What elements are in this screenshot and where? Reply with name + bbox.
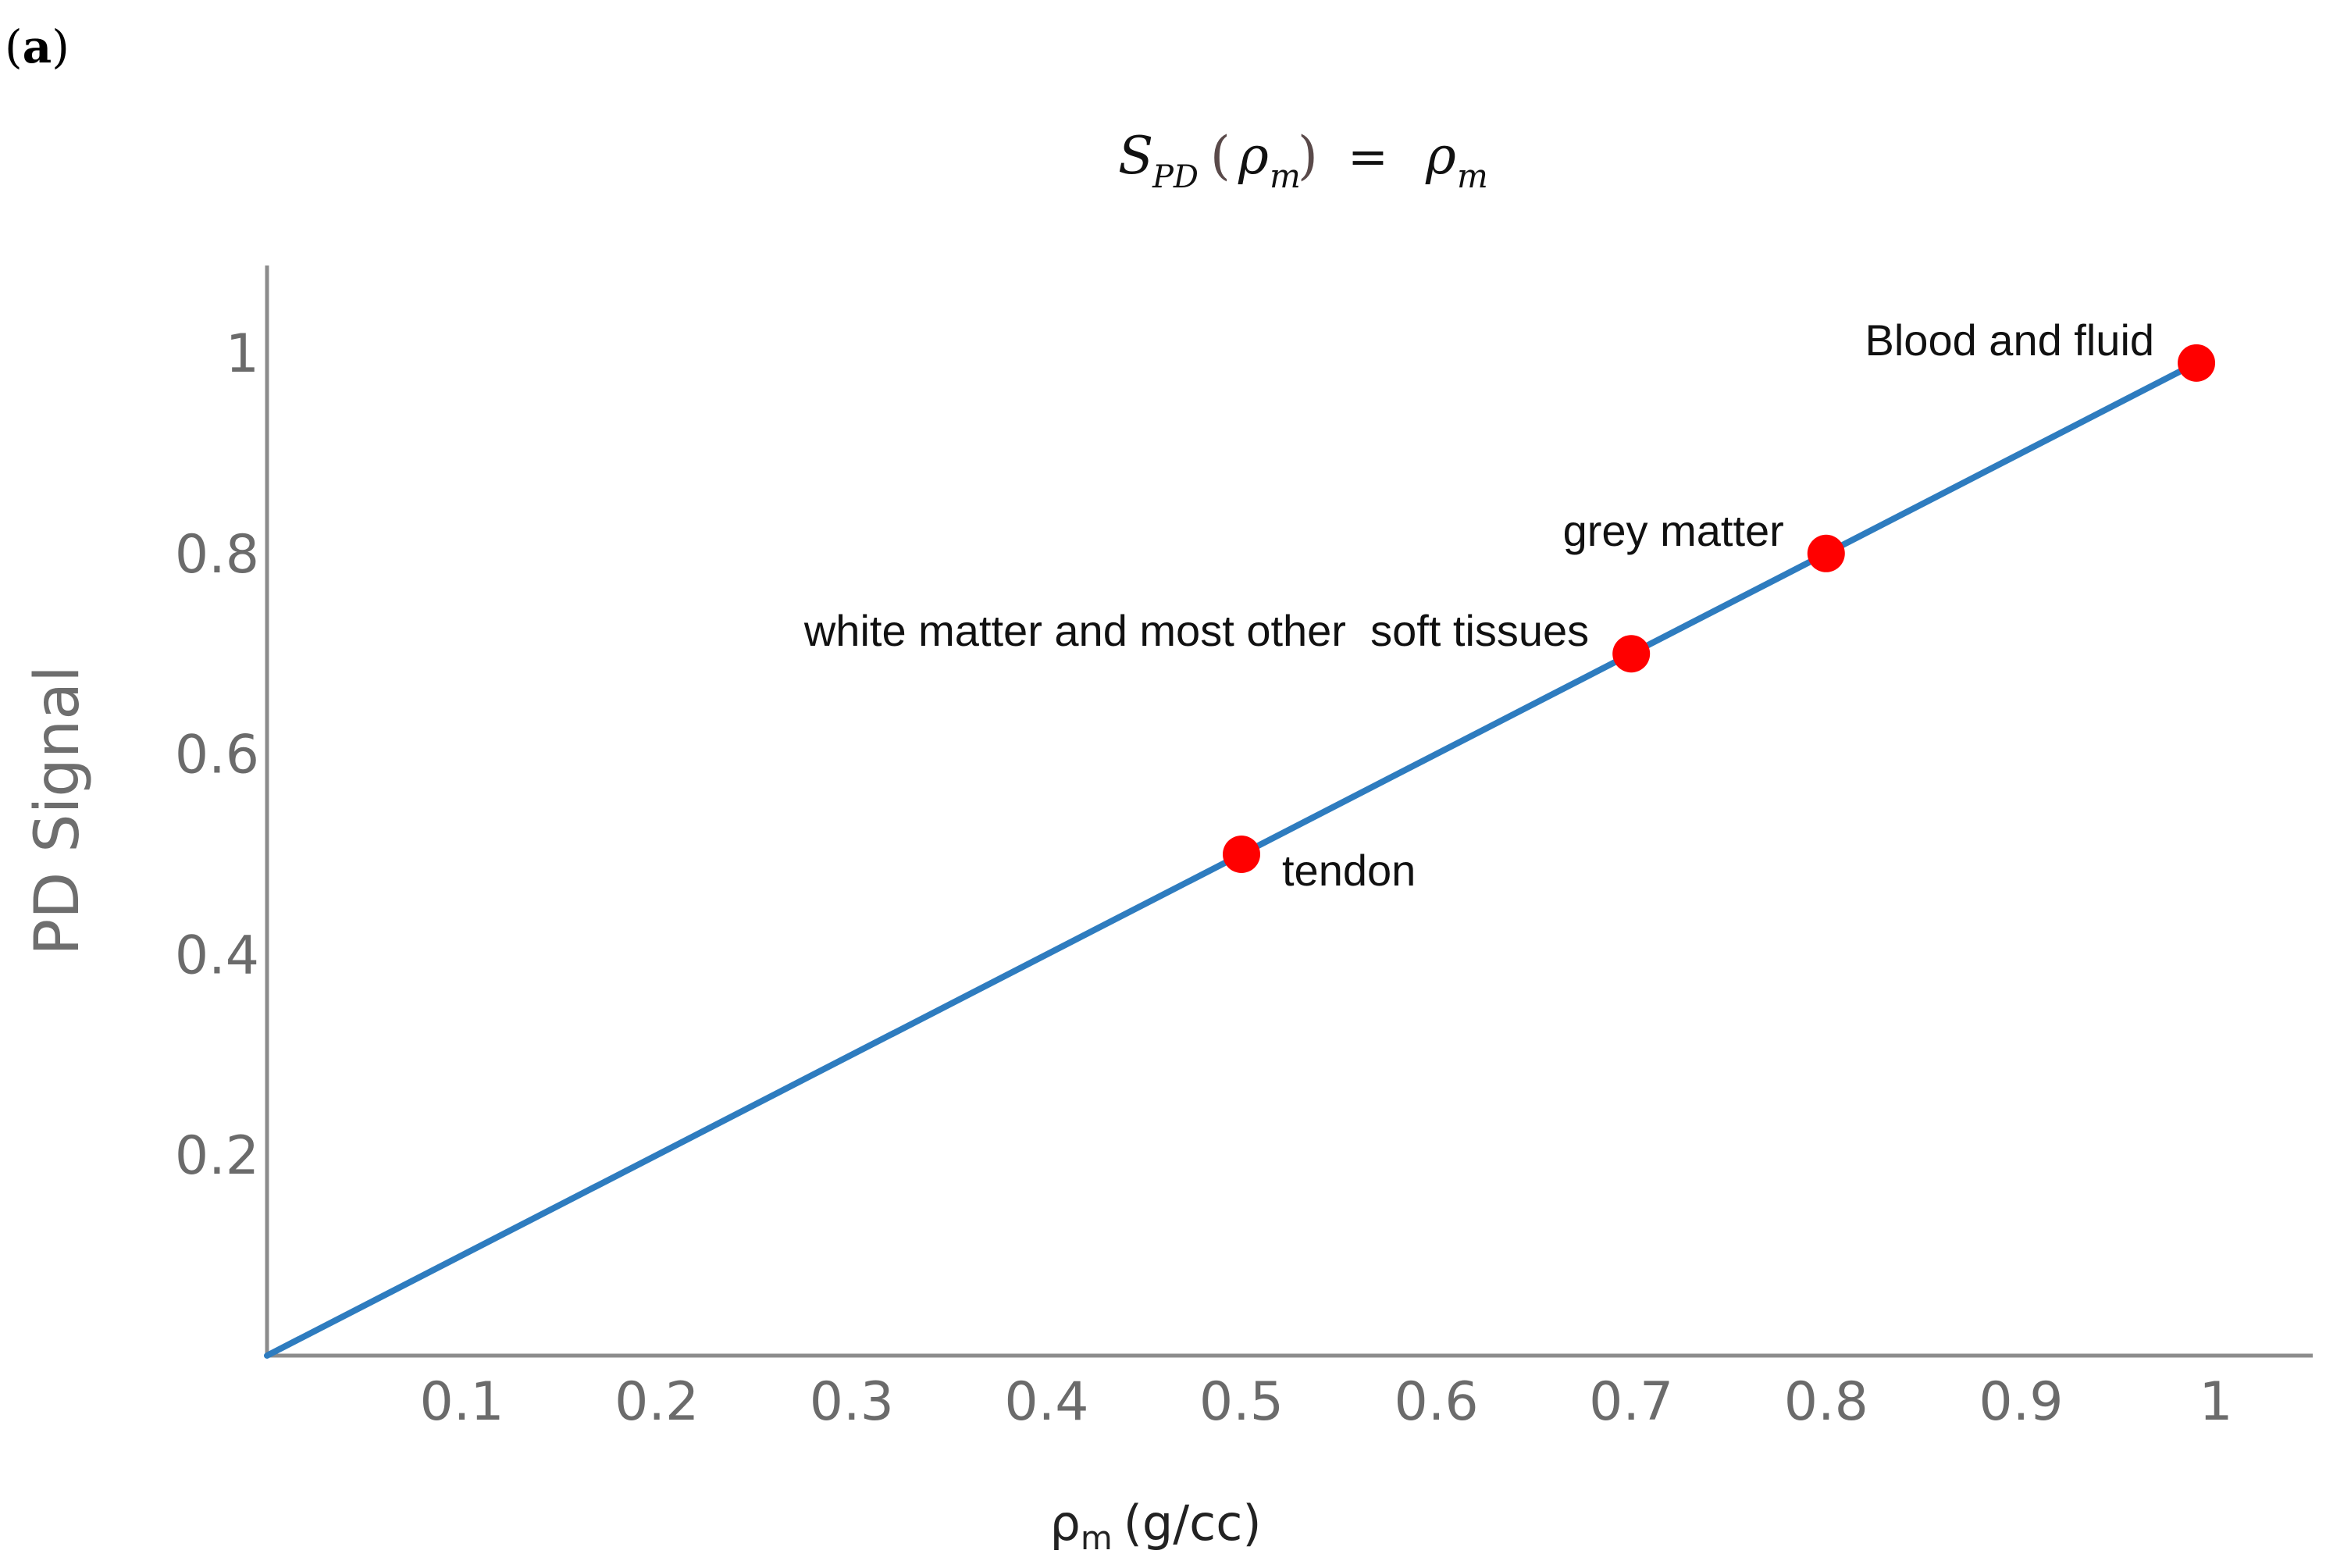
formula-paren-open: ( [1210,126,1231,186]
x-tick-label: 0.5 [1199,1371,1284,1433]
x-tick-label: 0.8 [1784,1371,1868,1433]
y-tick-label: 1 [226,323,259,385]
x-tick-label: 0.2 [614,1371,699,1433]
data-point-label: white matter and most other soft tissues [803,606,1589,655]
panel-label-open: ( [5,20,23,73]
data-point-label: Blood and fluid [1865,315,2155,365]
y-tick-label: 0.6 [175,725,259,786]
formula-argument-subscript: m [1270,157,1301,195]
x-axis-title-symbol: ρ [1049,1495,1080,1552]
y-tick-label: 0.8 [175,524,259,586]
x-axis-title: ρm (g/cc) [1049,1495,1261,1557]
data-point-labels-layer: tendon white matter and most other soft t… [803,315,2154,895]
x-tick-label: 0.9 [1979,1371,2063,1433]
data-point [1223,836,1260,873]
data-points-layer [1223,344,2216,873]
formula-equals: = [1348,128,1388,185]
formula-argument-symbol: ρ [1238,126,1269,186]
formula-lhs-subscript: PD [1152,159,1199,195]
y-axis-tick-labels: 0.2 0.4 0.6 0.8 1 [175,323,259,1187]
data-point [1612,635,1651,673]
x-axis-title-subscript: m [1081,1519,1113,1557]
x-tick-label: 0.7 [1589,1371,1673,1433]
x-tick-label: 0.4 [1004,1371,1088,1433]
panel-label-letter: a [23,20,52,73]
data-point-label: grey matter [1563,506,1784,555]
formula-paren-close: ) [1298,126,1318,186]
x-axis-title-units: (g/cc) [1124,1495,1262,1552]
chart-title-formula: S PD ( ρ m ) = ρ m [1118,126,1488,195]
panel-label: (a) [5,20,69,73]
y-axis-title: PD Signal [23,665,93,956]
formula-lhs-symbol: S [1118,126,1153,186]
x-tick-label: 0.6 [1395,1371,1479,1433]
y-tick-label: 0.4 [175,925,259,986]
x-tick-label: 0.3 [810,1371,894,1433]
x-axis-tick-labels: 0.1 0.2 0.3 0.4 0.5 0.6 0.7 0.8 0.9 1 [420,1371,2233,1433]
x-tick-label: 1 [2199,1371,2232,1433]
data-point-label: tendon [1282,846,1416,895]
panel-label-close: ) [52,20,69,73]
data-point [1807,534,1845,572]
formula-rhs-subscript: m [1457,157,1488,195]
x-tick-label: 0.1 [420,1371,504,1433]
formula-rhs-symbol: ρ [1425,126,1456,186]
y-tick-label: 0.2 [175,1125,259,1187]
data-point [2178,344,2216,382]
